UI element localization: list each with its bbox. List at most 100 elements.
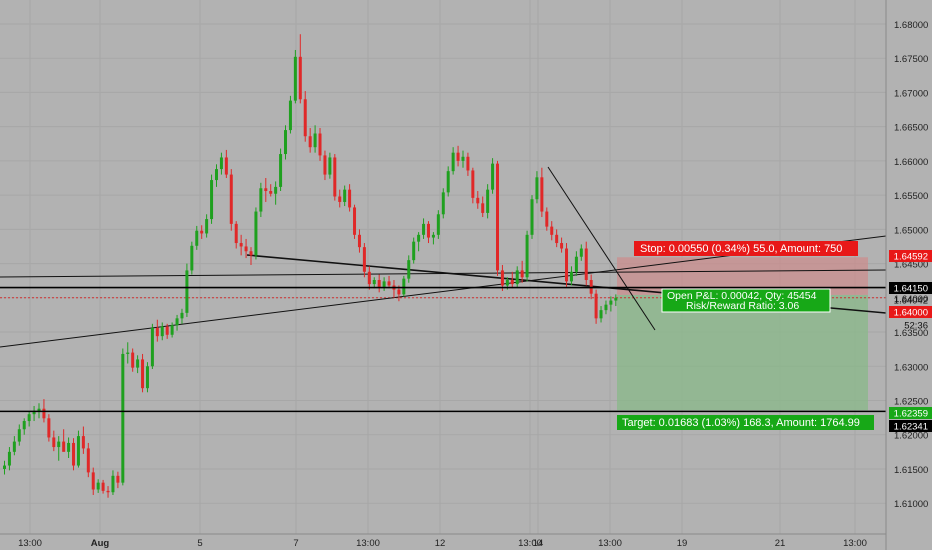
candle-109[interactable] — [540, 177, 544, 212]
candle-65[interactable] — [323, 155, 327, 175]
candle-97[interactable] — [481, 203, 485, 213]
candle-89[interactable] — [441, 192, 445, 215]
candle-10[interactable] — [52, 437, 56, 448]
candle-27[interactable] — [136, 359, 140, 368]
candle-31[interactable] — [155, 327, 159, 337]
candle-14[interactable] — [72, 442, 76, 466]
candle-78[interactable] — [387, 281, 391, 286]
steep-trendline[interactable] — [547, 166, 656, 331]
candle-98[interactable] — [486, 189, 490, 213]
candle-20[interactable] — [101, 482, 105, 491]
candle-44[interactable] — [219, 157, 223, 170]
candle-26[interactable] — [131, 352, 135, 368]
candle-84[interactable] — [417, 234, 421, 242]
candle-77[interactable] — [382, 281, 386, 287]
target-label[interactable]: Target: 0.01683 (1.03%) 168.3, Amount: 1… — [617, 415, 874, 430]
candle-82[interactable] — [407, 260, 411, 279]
candle-36[interactable] — [180, 312, 184, 319]
candle-85[interactable] — [422, 223, 426, 235]
candle-122[interactable] — [604, 304, 608, 311]
candle-96[interactable] — [476, 197, 480, 204]
candle-124[interactable] — [614, 297, 618, 301]
candle-52[interactable] — [259, 188, 263, 212]
candle-115[interactable] — [569, 271, 573, 282]
candle-100[interactable] — [496, 163, 499, 271]
candle-56[interactable] — [279, 154, 283, 187]
candle-118[interactable] — [584, 248, 588, 281]
candle-64[interactable] — [318, 133, 322, 156]
candle-1[interactable] — [7, 451, 11, 466]
candle-21[interactable] — [106, 490, 110, 493]
candle-59[interactable] — [293, 56, 297, 101]
candle-5[interactable] — [27, 414, 31, 422]
candle-48[interactable] — [239, 243, 243, 247]
candle-76[interactable] — [377, 280, 381, 287]
candle-32[interactable] — [160, 326, 164, 337]
candle-3[interactable] — [17, 429, 21, 442]
price-axis[interactable]: 1.61000 1.61500 1.62000 1.62500 1.63000 1.635… — [885, 0, 932, 550]
candle-53[interactable] — [264, 188, 268, 192]
candle-81[interactable] — [402, 278, 406, 295]
target-zone[interactable] — [617, 294, 868, 411]
candle-72[interactable] — [357, 234, 361, 248]
candle-108[interactable] — [535, 177, 539, 200]
candle-94[interactable] — [466, 156, 470, 171]
candle-12[interactable] — [62, 441, 66, 452]
candle-121[interactable] — [599, 310, 603, 319]
candle-24[interactable] — [121, 353, 125, 483]
candle-73[interactable] — [362, 247, 366, 272]
candle-33[interactable] — [165, 326, 169, 335]
candle-87[interactable] — [431, 234, 435, 238]
candle-29[interactable] — [145, 366, 149, 389]
candle-110[interactable] — [545, 211, 549, 227]
candle-101[interactable] — [500, 270, 504, 286]
candle-45[interactable] — [224, 157, 228, 175]
candle-91[interactable] — [451, 152, 455, 172]
candle-112[interactable] — [555, 234, 559, 244]
candle-2[interactable] — [12, 441, 16, 452]
candle-40[interactable] — [200, 230, 204, 234]
candle-23[interactable] — [116, 475, 120, 483]
candle-60[interactable] — [298, 56, 302, 100]
candle-111[interactable] — [550, 226, 554, 235]
candle-105[interactable] — [520, 270, 524, 278]
candle-71[interactable] — [353, 207, 357, 235]
candle-13[interactable] — [67, 442, 71, 452]
candle-74[interactable] — [367, 271, 371, 285]
candle-106[interactable] — [525, 234, 529, 278]
candle-51[interactable] — [254, 211, 258, 256]
candle-49[interactable] — [244, 246, 248, 252]
candle-67[interactable] — [333, 157, 337, 197]
candle-43[interactable] — [214, 169, 218, 181]
candle-117[interactable] — [579, 248, 583, 257]
candle-70[interactable] — [348, 189, 352, 208]
candle-37[interactable] — [185, 270, 189, 313]
candle-18[interactable] — [91, 472, 95, 490]
candle-46[interactable] — [229, 174, 233, 224]
candle-50[interactable] — [249, 251, 253, 256]
candle-7[interactable] — [37, 408, 41, 412]
candle-75[interactable] — [372, 280, 376, 285]
candle-38[interactable] — [190, 245, 194, 271]
candle-28[interactable] — [141, 359, 145, 389]
candle-17[interactable] — [86, 448, 90, 473]
candle-107[interactable] — [530, 199, 534, 235]
candle-66[interactable] — [328, 157, 332, 175]
candle-103[interactable] — [510, 280, 514, 285]
candle-19[interactable] — [96, 482, 100, 490]
candle-16[interactable] — [81, 436, 85, 449]
candle-116[interactable] — [574, 256, 578, 272]
candle-95[interactable] — [471, 170, 475, 198]
candle-42[interactable] — [210, 180, 214, 220]
candle-83[interactable] — [412, 241, 416, 261]
candle-92[interactable] — [456, 152, 460, 161]
candle-55[interactable] — [274, 186, 278, 194]
candle-47[interactable] — [234, 223, 238, 244]
candle-113[interactable] — [560, 243, 564, 249]
candle-30[interactable] — [150, 327, 154, 367]
candle-86[interactable] — [426, 223, 430, 238]
candle-80[interactable] — [397, 289, 401, 295]
candle-6[interactable] — [32, 411, 36, 415]
